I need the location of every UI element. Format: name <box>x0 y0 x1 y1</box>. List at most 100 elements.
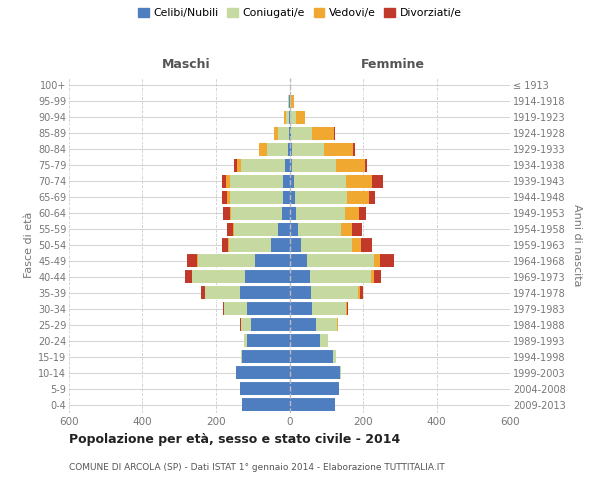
Bar <box>290 206 296 220</box>
Bar <box>229 238 271 252</box>
Bar <box>242 398 290 411</box>
Bar <box>200 286 205 300</box>
Bar <box>294 174 346 188</box>
Bar <box>290 174 294 188</box>
Bar <box>372 174 383 188</box>
Bar <box>290 286 311 300</box>
Bar <box>316 318 337 332</box>
Bar <box>226 174 230 188</box>
Bar <box>312 127 334 140</box>
Bar <box>311 286 358 300</box>
Bar <box>271 238 290 252</box>
Bar <box>288 142 290 156</box>
Bar <box>242 350 290 363</box>
Bar <box>247 334 290 347</box>
Text: Maschi: Maschi <box>161 58 210 71</box>
Bar <box>244 334 247 347</box>
Bar <box>278 222 290 235</box>
Bar <box>223 302 224 316</box>
Bar <box>290 398 335 411</box>
Bar <box>290 302 312 316</box>
Bar <box>283 190 290 203</box>
Text: Femmine: Femmine <box>361 58 425 71</box>
Bar <box>235 222 278 235</box>
Bar <box>282 206 290 220</box>
Bar <box>369 190 375 203</box>
Bar <box>301 238 352 252</box>
Bar <box>221 174 226 188</box>
Bar <box>336 158 365 172</box>
Bar <box>290 350 333 363</box>
Bar <box>251 318 290 332</box>
Bar <box>371 270 374 283</box>
Bar <box>361 238 372 252</box>
Bar <box>283 174 290 188</box>
Bar <box>227 222 233 235</box>
Bar <box>320 334 328 347</box>
Bar <box>247 302 290 316</box>
Bar <box>290 366 340 379</box>
Bar <box>347 302 348 316</box>
Bar <box>240 382 290 395</box>
Bar <box>290 334 320 347</box>
Bar <box>241 318 251 332</box>
Bar <box>245 270 290 283</box>
Bar <box>278 127 289 140</box>
Bar <box>240 318 241 332</box>
Bar <box>353 142 355 156</box>
Bar <box>290 318 316 332</box>
Bar <box>298 222 341 235</box>
Bar <box>205 286 240 300</box>
Y-axis label: Anni di nascita: Anni di nascita <box>572 204 582 286</box>
Bar <box>352 222 362 235</box>
Bar <box>365 158 367 172</box>
Bar <box>374 270 381 283</box>
Bar <box>290 158 292 172</box>
Bar <box>290 222 298 235</box>
Bar <box>333 350 336 363</box>
Bar <box>352 238 361 252</box>
Bar <box>230 190 283 203</box>
Bar <box>290 95 291 108</box>
Bar <box>359 206 366 220</box>
Bar <box>267 142 288 156</box>
Bar <box>374 254 380 268</box>
Bar <box>291 95 294 108</box>
Bar <box>290 127 312 140</box>
Bar <box>307 254 374 268</box>
Bar <box>289 127 290 140</box>
Bar <box>222 190 227 203</box>
Bar <box>223 206 230 220</box>
Bar <box>230 174 283 188</box>
Bar <box>236 158 241 172</box>
Bar <box>296 206 344 220</box>
Y-axis label: Fasce di età: Fasce di età <box>23 212 34 278</box>
Bar <box>274 127 278 140</box>
Bar <box>230 206 232 220</box>
Bar <box>380 254 394 268</box>
Bar <box>312 302 346 316</box>
Bar <box>227 190 230 203</box>
Text: Popolazione per età, sesso e stato civile - 2014: Popolazione per età, sesso e stato civil… <box>69 432 400 446</box>
Bar <box>292 142 324 156</box>
Bar <box>359 286 362 300</box>
Bar <box>290 382 339 395</box>
Bar <box>187 254 197 268</box>
Bar <box>347 190 369 203</box>
Bar <box>233 158 236 172</box>
Bar <box>192 270 245 283</box>
Bar <box>286 111 289 124</box>
Bar <box>185 270 192 283</box>
Bar <box>233 222 235 235</box>
Bar <box>221 238 228 252</box>
Bar <box>324 142 353 156</box>
Bar <box>197 254 254 268</box>
Bar <box>334 127 335 140</box>
Bar <box>240 286 290 300</box>
Legend: Celibi/Nubili, Coniugati/e, Vedovi/e, Divorziati/e: Celibi/Nubili, Coniugati/e, Vedovi/e, Di… <box>136 6 464 20</box>
Bar <box>296 111 305 124</box>
Bar <box>224 302 247 316</box>
Bar <box>228 238 229 252</box>
Bar <box>358 286 359 300</box>
Bar <box>241 158 285 172</box>
